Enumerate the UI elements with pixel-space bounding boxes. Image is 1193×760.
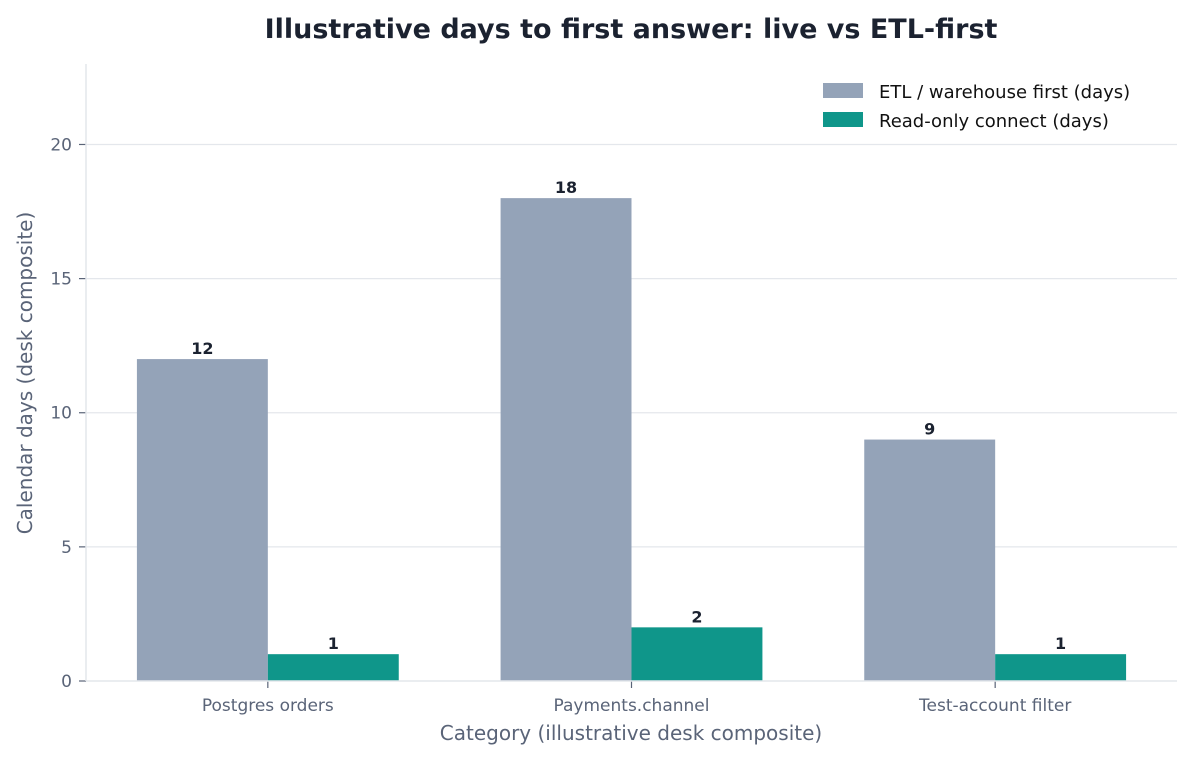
y-axis-label: Calendar days (desk composite) xyxy=(13,212,37,535)
y-tick-label-5: 5 xyxy=(61,538,72,558)
legend-swatch-0 xyxy=(823,83,863,98)
y-tick-label-0: 0 xyxy=(61,672,72,692)
bar-series0-0 xyxy=(136,359,268,681)
data-label-series0-2: 9 xyxy=(924,420,935,439)
data-label-series0-0: 12 xyxy=(191,339,213,358)
axes xyxy=(79,64,1177,688)
legend-label-1: Read-only connect (days) xyxy=(879,111,1109,132)
x-axis-label: Category (illustrative desk composite) xyxy=(440,721,822,745)
bar-series0-2 xyxy=(864,439,996,681)
legend-label-0: ETL / warehouse first (days) xyxy=(879,82,1130,103)
legend: ETL / warehouse first (days) Read-only co… xyxy=(823,82,1130,132)
bars xyxy=(136,198,1127,681)
data-label-series1-1: 2 xyxy=(691,607,702,626)
bar-series1-2 xyxy=(995,654,1127,681)
data-labels: 12 1 18 2 9 1 xyxy=(191,178,1066,653)
data-label-series1-2: 1 xyxy=(1055,634,1066,653)
chart-title: Illustrative days to first answer: live … xyxy=(265,14,998,45)
x-tick-label-1: Payments.channel xyxy=(554,696,710,716)
y-tick-label-10: 10 xyxy=(50,404,72,424)
bar-series1-0 xyxy=(267,654,399,681)
bar-series0-1 xyxy=(500,198,632,681)
x-tick-label-2: Test-account filter xyxy=(918,696,1071,716)
x-tick-label-0: Postgres orders xyxy=(202,696,334,716)
data-label-series1-0: 1 xyxy=(328,634,339,653)
tick-labels: 0 5 10 15 20 Postgres orders Payments.channel T… xyxy=(50,135,1071,716)
data-label-series0-1: 18 xyxy=(555,178,577,197)
y-tick-label-15: 15 xyxy=(50,270,72,290)
y-tick-label-20: 20 xyxy=(50,135,72,155)
legend-swatch-1 xyxy=(823,112,863,127)
bar-series1-1 xyxy=(631,627,763,681)
